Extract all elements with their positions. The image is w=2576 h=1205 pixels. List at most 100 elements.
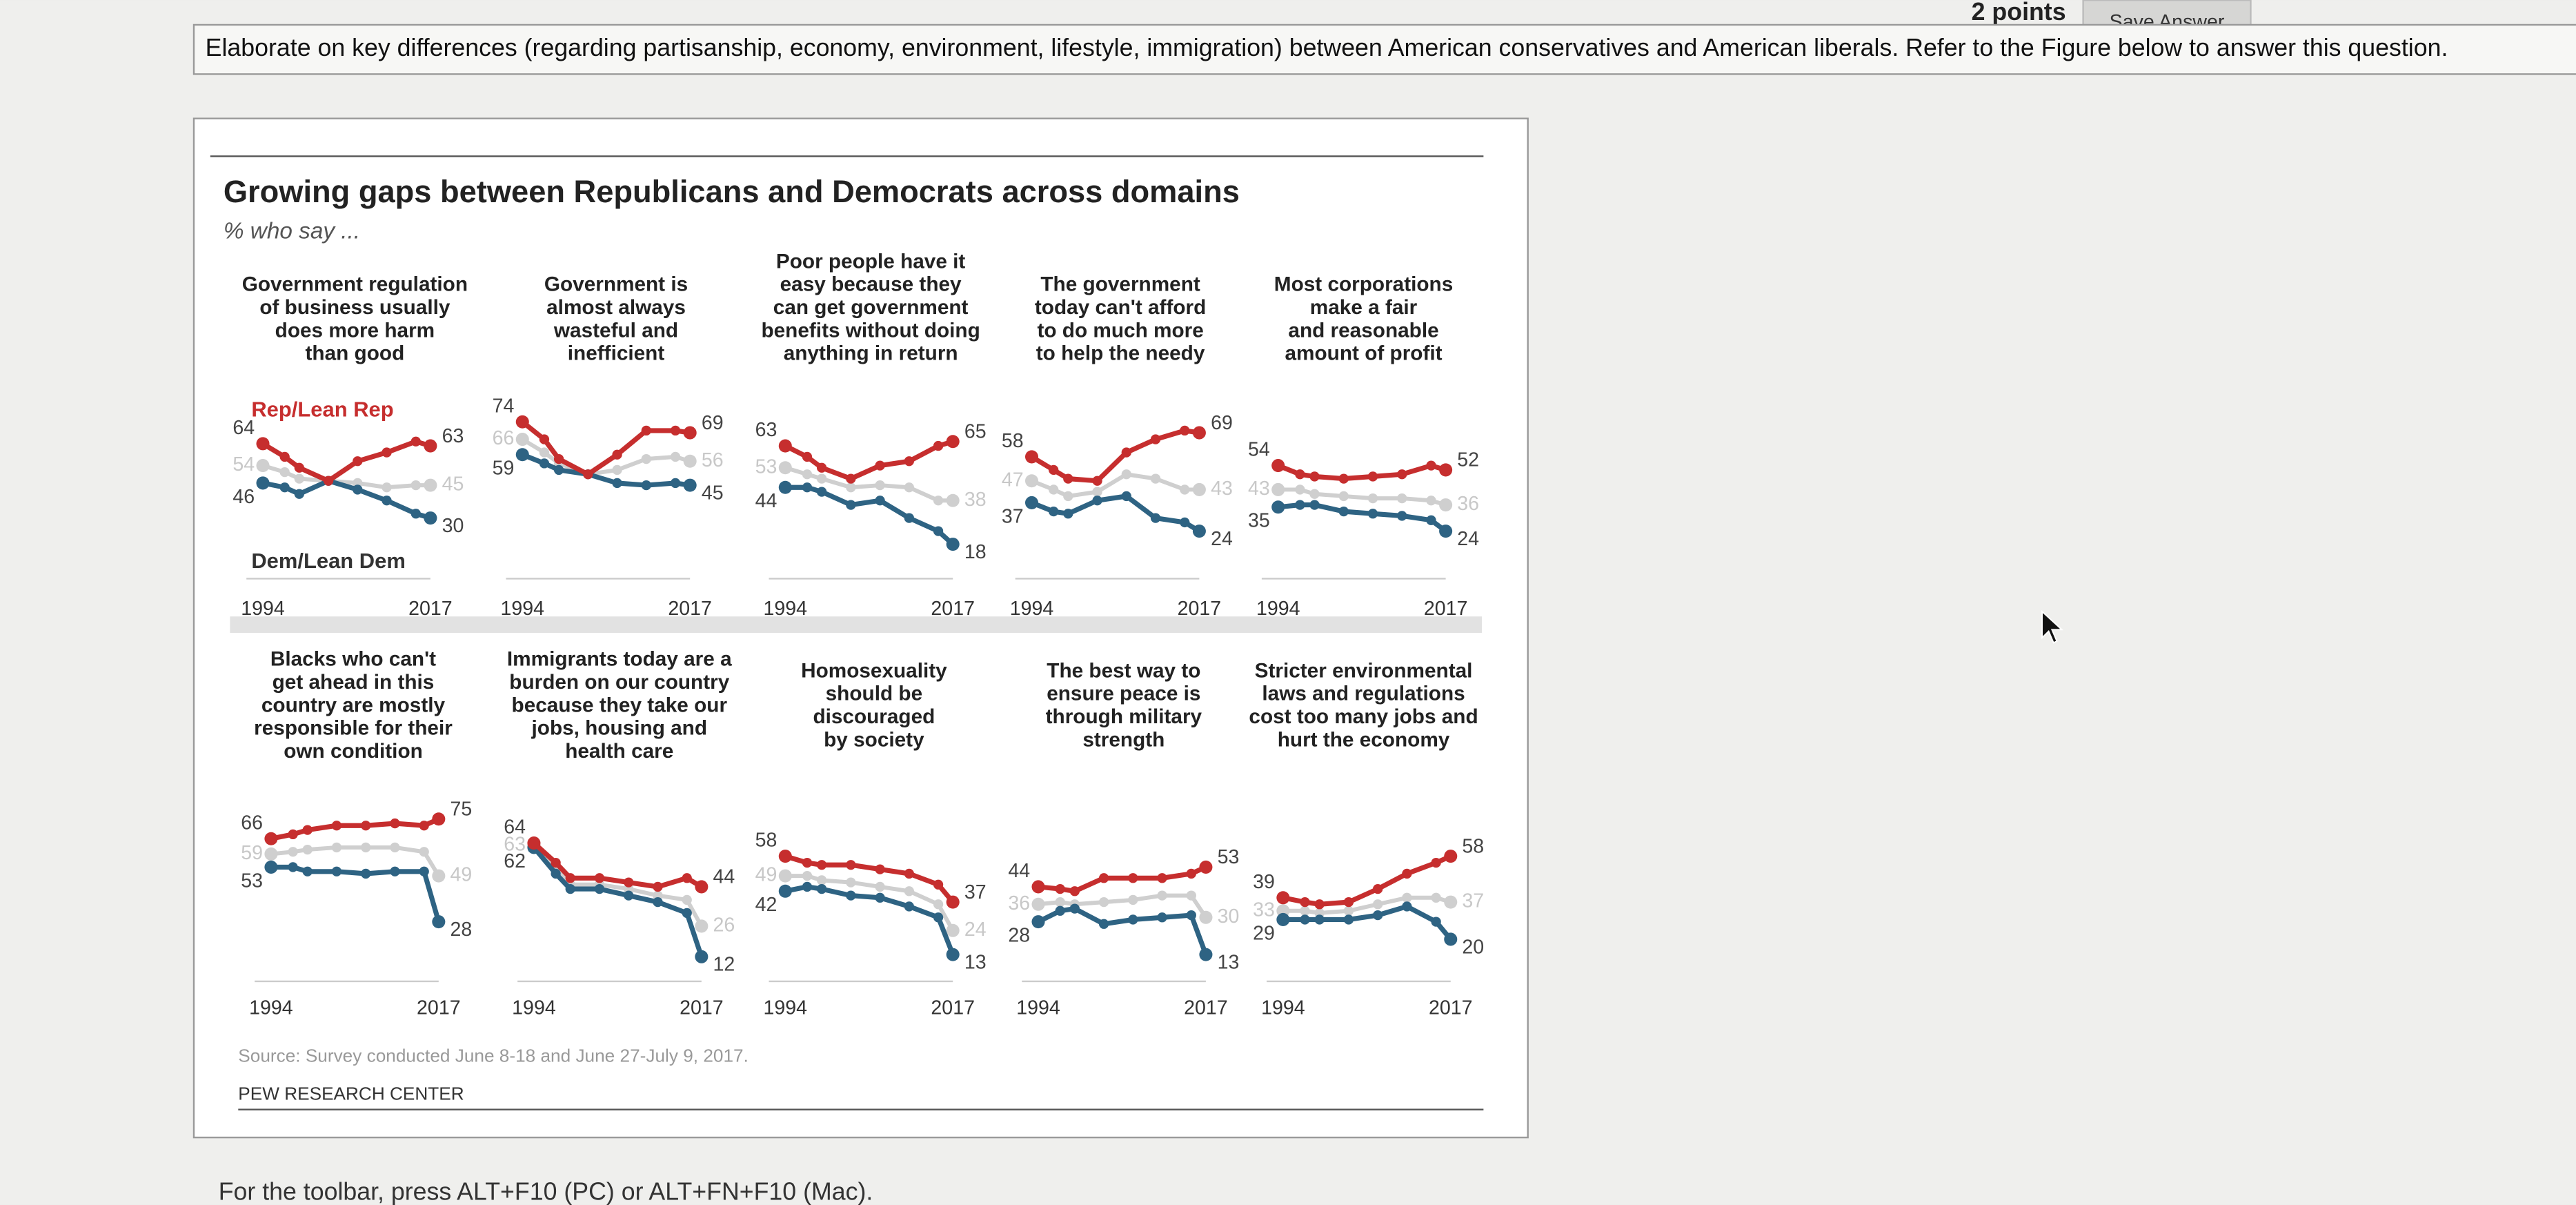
point bbox=[904, 456, 914, 467]
point bbox=[294, 473, 304, 484]
point bbox=[904, 868, 914, 879]
point bbox=[904, 901, 914, 912]
point bbox=[875, 496, 885, 506]
panel-title: The government bbox=[1040, 273, 1200, 296]
point bbox=[778, 439, 792, 453]
cursor bbox=[2041, 609, 2064, 644]
point bbox=[1373, 899, 1383, 910]
start-label: 46 bbox=[232, 486, 255, 508]
source: Source: Survey conducted June 8-18 and J… bbox=[238, 1046, 749, 1066]
panel-title: Government regulation bbox=[242, 273, 468, 296]
point bbox=[331, 866, 342, 876]
point bbox=[653, 897, 663, 908]
end-label: 75 bbox=[450, 798, 472, 820]
point bbox=[410, 509, 421, 519]
start-label: 62 bbox=[504, 850, 526, 872]
panel-title: health care bbox=[565, 740, 673, 763]
point bbox=[390, 866, 400, 876]
panel-title: burden on our country bbox=[509, 671, 729, 694]
end-label: 18 bbox=[964, 541, 987, 563]
point bbox=[1314, 899, 1325, 910]
point bbox=[933, 912, 944, 923]
x-tick-label: 1994 bbox=[249, 997, 293, 1019]
point bbox=[1092, 487, 1102, 497]
point bbox=[1092, 496, 1102, 506]
point bbox=[1069, 886, 1080, 897]
point bbox=[1439, 498, 1453, 512]
panel-title: amount of profit bbox=[1285, 342, 1443, 365]
point bbox=[361, 868, 371, 879]
point bbox=[875, 480, 885, 491]
x-tick-label: 2017 bbox=[417, 997, 461, 1019]
point bbox=[515, 415, 529, 429]
panel-title: inefficient bbox=[568, 342, 665, 365]
point bbox=[1431, 857, 1441, 868]
point bbox=[1426, 496, 1436, 506]
point bbox=[1049, 484, 1059, 495]
point bbox=[683, 478, 697, 492]
point bbox=[410, 436, 421, 447]
end-label: 26 bbox=[713, 914, 735, 936]
end-label: 30 bbox=[1218, 905, 1240, 928]
panel-title: to help the needy bbox=[1036, 342, 1205, 365]
panel-title: can get government bbox=[773, 296, 969, 319]
point bbox=[279, 451, 290, 462]
panel-title: benefits without doing bbox=[761, 319, 980, 342]
point bbox=[1402, 868, 1412, 879]
panel-title: Poor people have it bbox=[776, 250, 966, 273]
point bbox=[1049, 506, 1059, 517]
end-label: 37 bbox=[1462, 890, 1484, 912]
point bbox=[846, 500, 856, 510]
point bbox=[1309, 471, 1320, 482]
end-label: 20 bbox=[1462, 936, 1484, 958]
point bbox=[695, 950, 709, 963]
point bbox=[1295, 484, 1305, 495]
point bbox=[583, 469, 593, 480]
point bbox=[419, 847, 429, 857]
point bbox=[390, 842, 400, 853]
point bbox=[264, 847, 278, 861]
point bbox=[683, 426, 697, 440]
point bbox=[641, 425, 651, 436]
start-label: 35 bbox=[1248, 510, 1270, 532]
end-label: 44 bbox=[713, 866, 735, 888]
x-tick-label: 2017 bbox=[1178, 598, 1222, 620]
point bbox=[653, 881, 663, 892]
point bbox=[1150, 434, 1161, 444]
start-label: 64 bbox=[232, 417, 255, 439]
point bbox=[1180, 517, 1190, 528]
point bbox=[802, 870, 813, 881]
point bbox=[1338, 473, 1349, 484]
point bbox=[515, 433, 529, 447]
point bbox=[802, 451, 813, 462]
point bbox=[612, 478, 622, 489]
x-tick-label: 2017 bbox=[1184, 997, 1228, 1019]
point bbox=[410, 480, 421, 491]
point bbox=[1271, 459, 1285, 473]
point bbox=[802, 857, 813, 868]
point bbox=[256, 437, 270, 451]
figure-subtitle: % who say ... bbox=[224, 219, 360, 244]
point bbox=[682, 873, 692, 883]
x-tick-label: 2017 bbox=[1429, 997, 1473, 1019]
point bbox=[515, 448, 529, 462]
start-label: 47 bbox=[1002, 469, 1024, 491]
point bbox=[331, 821, 342, 831]
point bbox=[1128, 894, 1138, 905]
point bbox=[933, 496, 944, 506]
end-label: 65 bbox=[964, 420, 987, 442]
point bbox=[1439, 463, 1453, 477]
point bbox=[904, 886, 914, 897]
point bbox=[331, 842, 342, 853]
point bbox=[1199, 948, 1213, 961]
x-tick-label: 2017 bbox=[668, 598, 712, 620]
point bbox=[875, 892, 885, 903]
point bbox=[302, 866, 313, 876]
point bbox=[1128, 873, 1138, 883]
point bbox=[1150, 473, 1161, 484]
point bbox=[778, 884, 792, 898]
point bbox=[1031, 880, 1045, 894]
panel-title: Homosexuality bbox=[801, 659, 947, 682]
point bbox=[424, 478, 437, 492]
